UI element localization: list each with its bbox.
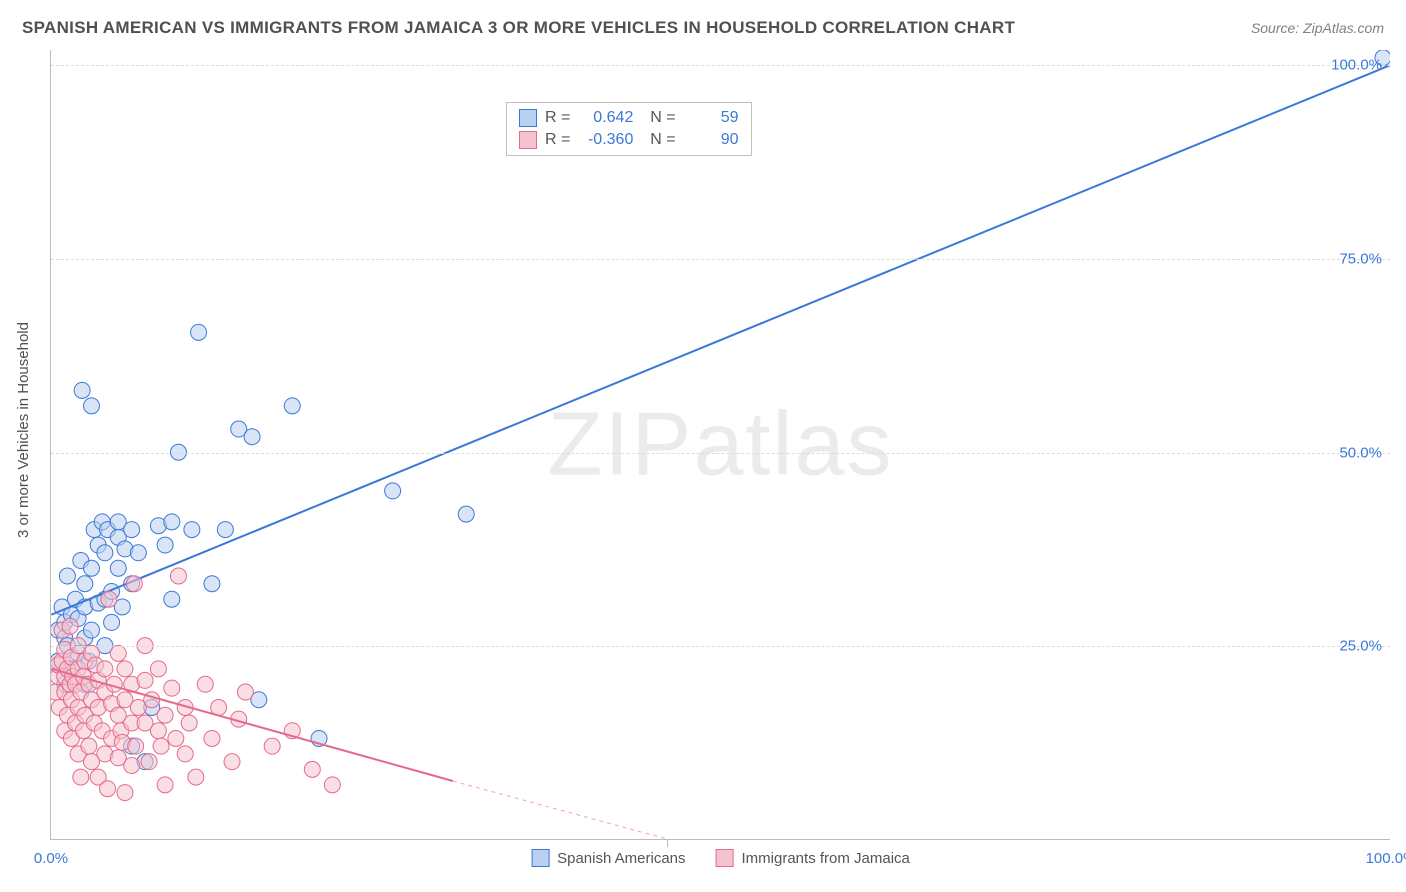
scatter-point-spanish xyxy=(130,545,146,561)
scatter-point-jamaica xyxy=(144,692,160,708)
chart-title: SPANISH AMERICAN VS IMMIGRANTS FROM JAMA… xyxy=(22,18,1015,38)
scatter-point-jamaica xyxy=(170,568,186,584)
scatter-point-jamaica xyxy=(204,730,220,746)
scatter-point-jamaica xyxy=(126,576,142,592)
trend-line-jamaica xyxy=(51,669,452,781)
y-tick-label: 25.0% xyxy=(1339,638,1382,655)
scatter-point-jamaica xyxy=(117,785,133,801)
legend-swatch-pink xyxy=(716,849,734,867)
scatter-point-jamaica xyxy=(157,707,173,723)
scatter-point-spanish xyxy=(110,560,126,576)
scatter-point-jamaica xyxy=(188,769,204,785)
correlation-stats-box: R = 0.642 N = 59 R = -0.360 N = 90 xyxy=(506,102,752,156)
scatter-point-spanish xyxy=(74,382,90,398)
scatter-point-jamaica xyxy=(177,746,193,762)
scatter-point-spanish xyxy=(204,576,220,592)
scatter-point-spanish xyxy=(217,522,233,538)
scatter-point-jamaica xyxy=(264,738,280,754)
plot-area: ZIPatlas R = 0.642 N = 59 R = -0.360 N =… xyxy=(50,50,1390,840)
legend-item-jamaica: Immigrants from Jamaica xyxy=(716,849,910,867)
bottom-legend: Spanish Americans Immigrants from Jamaic… xyxy=(531,849,910,867)
scatter-point-spanish xyxy=(244,429,260,445)
gridline xyxy=(51,259,1390,260)
r-value-jamaica: -0.360 xyxy=(578,131,633,149)
source-label: Source: ZipAtlas.com xyxy=(1251,20,1384,36)
scatter-point-jamaica xyxy=(110,645,126,661)
scatter-point-spanish xyxy=(164,514,180,530)
scatter-point-spanish xyxy=(164,591,180,607)
scatter-point-spanish xyxy=(191,324,207,340)
scatter-point-spanish xyxy=(157,537,173,553)
scatter-point-jamaica xyxy=(62,618,78,634)
scatter-point-spanish xyxy=(124,522,140,538)
gridline xyxy=(51,646,1390,647)
scatter-point-spanish xyxy=(458,506,474,522)
scatter-point-jamaica xyxy=(197,676,213,692)
scatter-point-jamaica xyxy=(97,661,113,677)
scatter-point-jamaica xyxy=(117,661,133,677)
scatter-point-jamaica xyxy=(168,730,184,746)
scatter-point-jamaica xyxy=(181,715,197,731)
y-axis-label: 3 or more Vehicles in Household xyxy=(15,322,32,538)
scatter-point-jamaica xyxy=(237,684,253,700)
x-tick-label: 0.0% xyxy=(34,850,68,867)
scatter-point-spanish xyxy=(59,568,75,584)
y-tick-label: 100.0% xyxy=(1331,57,1382,74)
scatter-point-spanish xyxy=(104,614,120,630)
scatter-chart-svg xyxy=(51,50,1390,839)
stat-row-spanish: R = 0.642 N = 59 xyxy=(519,107,739,129)
x-tick-mark xyxy=(667,839,668,847)
legend-label-spanish: Spanish Americans xyxy=(557,850,685,867)
y-tick-label: 75.0% xyxy=(1339,251,1382,268)
gridline xyxy=(51,453,1390,454)
scatter-point-jamaica xyxy=(137,672,153,688)
stat-row-jamaica: R = -0.360 N = 90 xyxy=(519,129,739,151)
x-tick-label: 100.0% xyxy=(1366,850,1406,867)
scatter-point-jamaica xyxy=(324,777,340,793)
swatch-pink xyxy=(519,131,537,149)
scatter-point-jamaica xyxy=(224,754,240,770)
scatter-point-jamaica xyxy=(124,758,140,774)
scatter-point-spanish xyxy=(84,560,100,576)
scatter-point-jamaica xyxy=(73,769,89,785)
r-value-spanish: 0.642 xyxy=(578,109,633,127)
trend-line-dashed-jamaica xyxy=(453,781,667,839)
scatter-point-spanish xyxy=(284,398,300,414)
n-value-jamaica: 90 xyxy=(684,131,739,149)
scatter-point-jamaica xyxy=(157,777,173,793)
scatter-point-spanish xyxy=(97,545,113,561)
scatter-point-jamaica xyxy=(150,723,166,739)
gridline xyxy=(51,65,1390,66)
scatter-point-jamaica xyxy=(150,661,166,677)
legend-label-jamaica: Immigrants from Jamaica xyxy=(742,850,910,867)
scatter-point-jamaica xyxy=(128,738,144,754)
scatter-point-jamaica xyxy=(153,738,169,754)
scatter-point-spanish xyxy=(84,622,100,638)
scatter-point-spanish xyxy=(77,576,93,592)
legend-item-spanish: Spanish Americans xyxy=(531,849,685,867)
n-value-spanish: 59 xyxy=(684,109,739,127)
y-tick-label: 50.0% xyxy=(1339,444,1382,461)
scatter-point-spanish xyxy=(84,398,100,414)
scatter-point-jamaica xyxy=(164,680,180,696)
swatch-blue xyxy=(519,109,537,127)
scatter-point-jamaica xyxy=(304,761,320,777)
scatter-point-jamaica xyxy=(100,781,116,797)
legend-swatch-blue xyxy=(531,849,549,867)
scatter-point-jamaica xyxy=(81,738,97,754)
scatter-point-spanish xyxy=(184,522,200,538)
scatter-point-jamaica xyxy=(141,754,157,770)
scatter-point-jamaica xyxy=(101,591,117,607)
scatter-point-spanish xyxy=(385,483,401,499)
